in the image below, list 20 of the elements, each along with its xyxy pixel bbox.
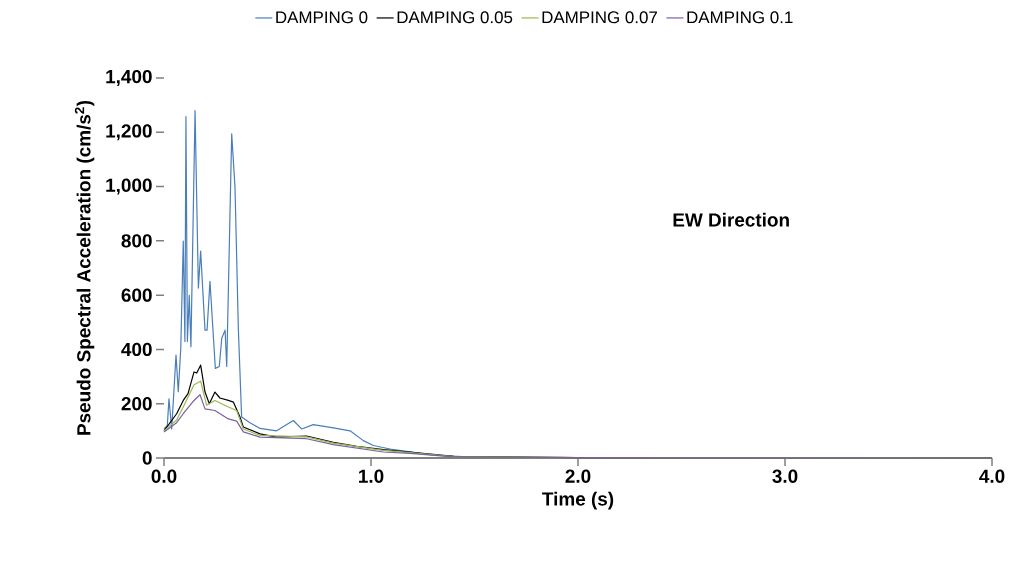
legend-label: DAMPING 0.07 (542, 11, 657, 24)
x-axis-title: Time (s) (542, 491, 614, 510)
y-tick-label: 0 (142, 451, 152, 465)
y-tick-label: 200 (121, 397, 152, 411)
x-tick-label: 1.0 (359, 469, 384, 483)
y-tick-label: 800 (121, 234, 152, 248)
legend-label: DAMPING 0.1 (687, 11, 793, 24)
y-axis-title: Pseudo Spectral Acceleration (cm/s$^{2}$) (74, 100, 95, 435)
x-tick-label: 3.0 (772, 469, 798, 483)
legend-label: DAMPING 0.05 (397, 11, 513, 24)
y-tick-label: 400 (121, 342, 152, 357)
annotation: EW Direction (673, 212, 789, 227)
y-tick-label: 1,200 (106, 124, 152, 141)
legend-label: DAMPING 0 (276, 11, 368, 24)
y-tick-label: 1,400 (106, 69, 152, 87)
x-tick-label: 0.0 (151, 469, 177, 483)
x-tick-label: 2.0 (565, 469, 591, 483)
y-tick-label: 1,000 (106, 178, 152, 195)
x-tick-label: 4.0 (979, 469, 1005, 483)
y-tick-label: 600 (121, 288, 152, 302)
